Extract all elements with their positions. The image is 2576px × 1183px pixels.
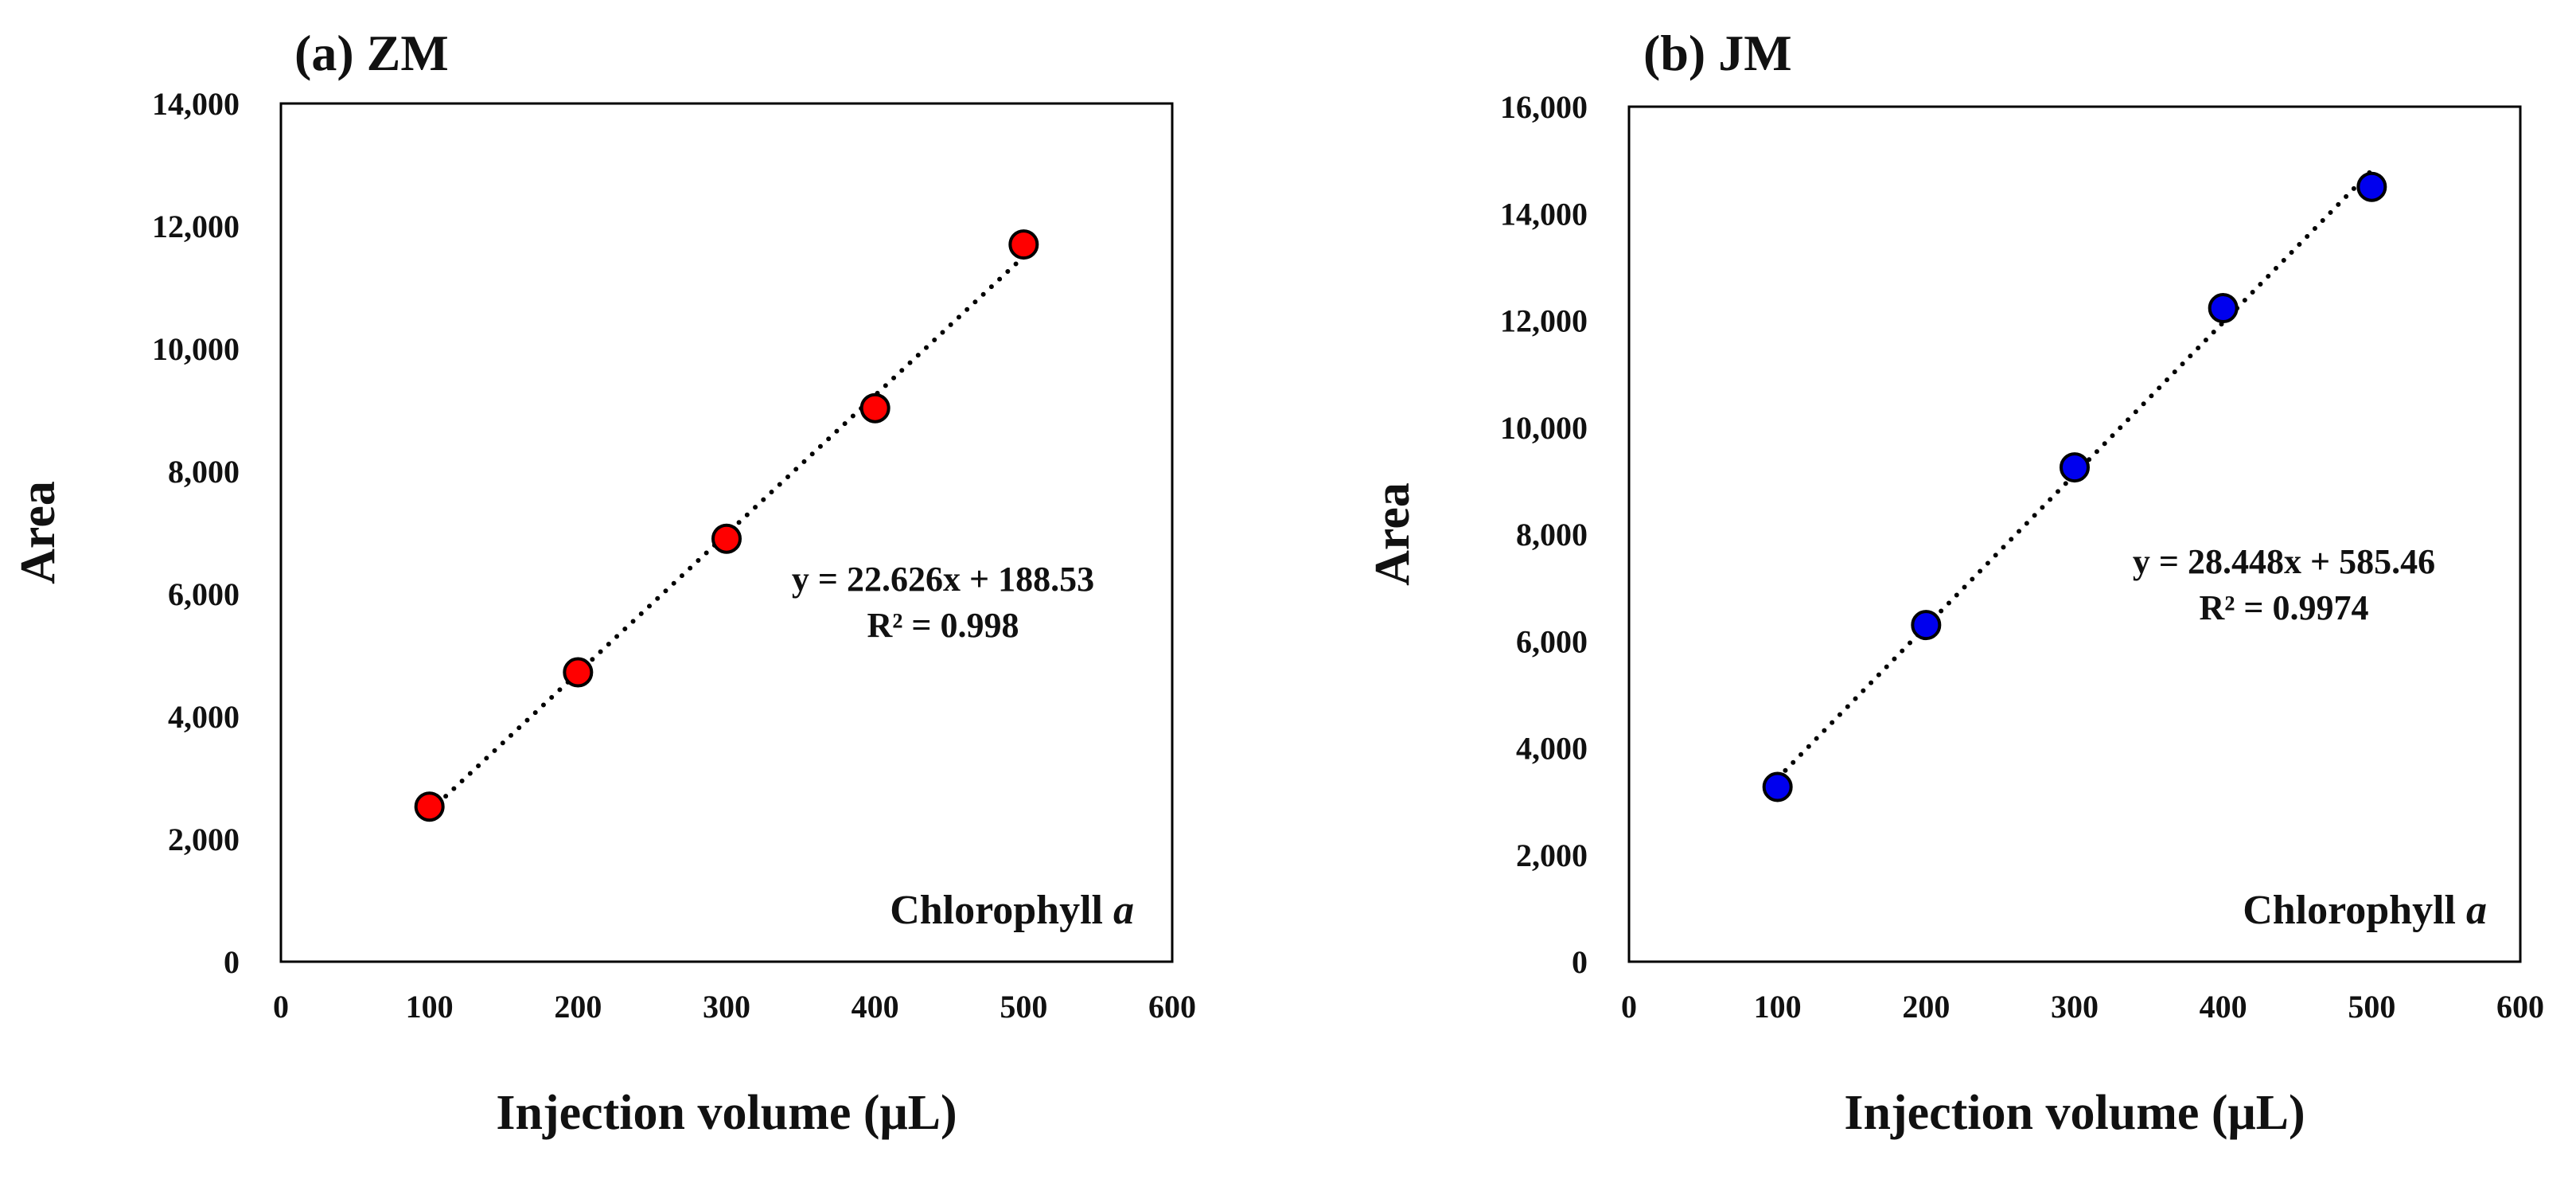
panel-b-y-tick-label: 16,000 <box>1500 89 1588 125</box>
panel-b-annotation-italic: a <box>2466 888 2487 933</box>
panel-a-x-tick-label: 200 <box>554 989 602 1025</box>
panel-a-plot-frame <box>279 102 1174 963</box>
panel-b-y-axis-title: Area <box>1366 482 1420 586</box>
panel-b-trend-equation: y = 28.448x + 585.46 <box>2133 542 2435 581</box>
panel-a-annotation-italic: a <box>1113 888 1134 933</box>
panel-b: (b) JM 0 2,000 4,000 6,000 8,000 10,000 12,000 1… <box>1366 25 2544 1140</box>
panel-a-x-tick-label: 100 <box>406 989 454 1025</box>
panel-a-y-tick-label: 10,000 <box>152 331 240 367</box>
panel-a-r-squared: R² = 0.998 <box>867 606 1019 645</box>
panel-a-data-point <box>859 392 890 424</box>
panel-b-data-point <box>1762 771 1793 802</box>
panel-b-title: (b) JM <box>1643 25 1792 81</box>
panel-a-y-tick-label: 12,000 <box>152 209 240 244</box>
panel-a-y-tick-label: 0 <box>224 944 240 980</box>
panel-b-r-squared: R² = 0.9974 <box>2199 588 2368 627</box>
panel-a-data-point <box>711 523 742 554</box>
panel-a-trendline <box>427 254 1027 814</box>
panel-a-trend-equation: y = 22.626x + 188.53 <box>792 560 1094 599</box>
panel-b-y-tick-label: 14,000 <box>1500 196 1588 232</box>
panel-a-x-tick-label: 600 <box>1148 989 1196 1025</box>
panel-b-y-tick-label: 12,000 <box>1500 303 1588 339</box>
panel-b-y-tick-label: 10,000 <box>1500 410 1588 446</box>
panel-b-x-tick-label: 200 <box>1902 989 1950 1025</box>
panel-a-x-tick-label: 400 <box>852 989 899 1025</box>
panel-b-data-point <box>2208 293 2239 324</box>
panel-b-annotation: Chlorophyll a <box>2243 888 2487 933</box>
panel-b-y-tick-label: 6,000 <box>1516 623 1588 659</box>
panel-a-annotation-text: Chlorophyll <box>890 888 1113 933</box>
panel-b-x-tick-label: 300 <box>2051 989 2099 1025</box>
panel-a-y-tick-label: 2,000 <box>168 822 240 857</box>
panel-a-x-tick-label: 500 <box>1000 989 1047 1025</box>
panel-b-y-tick-label: 4,000 <box>1516 731 1588 767</box>
panel-b-x-tick-label: 500 <box>2348 989 2395 1025</box>
panel-a-data-point <box>414 791 445 822</box>
panel-b-annotation-text: Chlorophyll <box>2243 888 2466 933</box>
panel-a-y-tick-label: 4,000 <box>168 699 240 735</box>
panel-b-x-tick-label: 400 <box>2200 989 2247 1025</box>
panel-b-x-tick-label: 600 <box>2496 989 2544 1025</box>
panel-b-y-tick-label: 8,000 <box>1516 517 1588 552</box>
panel-b-data-point <box>1911 610 1942 641</box>
panel-b-data-point <box>2356 171 2387 202</box>
panel-a-annotation: Chlorophyll a <box>890 888 1134 933</box>
panel-b-y-tick-label: 0 <box>1572 944 1588 980</box>
panel-a-y-tick-label: 14,000 <box>152 86 240 122</box>
panel-a-y-tick-label: 6,000 <box>168 576 240 612</box>
panel-b-x-tick-label: 0 <box>1621 989 1637 1025</box>
panel-a-data-point <box>563 657 594 688</box>
panel-a-title: (a) ZM <box>294 25 449 81</box>
panel-a-y-tick-label: 8,000 <box>168 454 240 490</box>
panel-a: (a) ZM 0 2,000 4,000 6,000 8,000 10,000 12,000 1… <box>11 25 1196 1140</box>
panel-b-x-axis-title: Injection volume (μL) <box>1844 1086 2305 1140</box>
panel-b-plot-frame <box>1627 105 2522 963</box>
panel-a-y-axis-title: Area <box>11 481 65 584</box>
panel-a-x-tick-label: 300 <box>703 989 750 1025</box>
panel-a-data-point <box>1008 229 1039 260</box>
panel-a-x-tick-label: 0 <box>273 989 289 1025</box>
panel-a-x-axis-title: Injection volume (μL) <box>496 1086 957 1140</box>
panel-b-y-tick-label: 2,000 <box>1516 837 1588 873</box>
panel-b-data-point <box>2060 452 2090 483</box>
panel-b-x-tick-label: 100 <box>1754 989 1802 1025</box>
